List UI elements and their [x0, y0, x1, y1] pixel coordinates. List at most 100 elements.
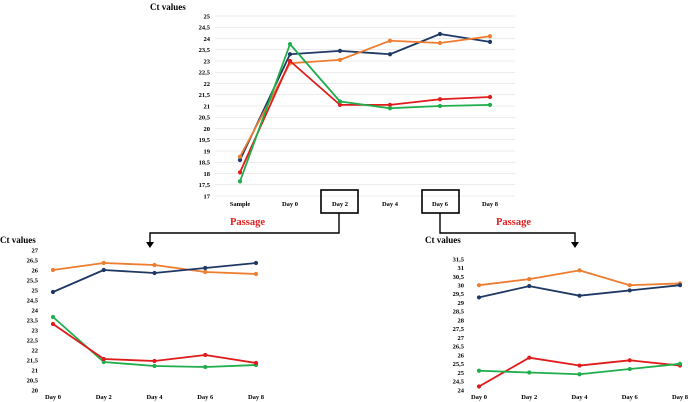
data-point	[527, 355, 532, 360]
data-point	[337, 102, 343, 107]
x-tick-label: Day 8	[482, 201, 499, 208]
y-tick-label: 25	[204, 13, 211, 20]
y-tick-label: 27	[458, 335, 465, 342]
y-tick-label: 20	[204, 126, 211, 133]
y-tick-label: 22	[32, 347, 39, 354]
y-tick-label: 27,5	[453, 326, 465, 333]
y-axis-label: Ct values	[0, 235, 36, 245]
data-point	[627, 358, 632, 363]
chart-bottom-left: Ct values 20 20,5 21 21,5 22 22,5 23 23,5 24 24,5 2…	[0, 235, 265, 401]
series-line	[239, 43, 491, 182]
y-tick-label: 24	[32, 307, 39, 314]
x-tick-label: Day 2	[96, 394, 112, 401]
data-point	[237, 170, 243, 175]
y-tick-label: 24	[458, 387, 465, 394]
data-point	[527, 283, 532, 289]
passage-connectors: Passage Passage	[146, 189, 579, 248]
y-tick-label: 19	[204, 148, 211, 155]
y-tick-label: 20,5	[27, 377, 39, 384]
data-point	[476, 283, 482, 288]
data-point	[577, 363, 582, 368]
data-point	[487, 39, 493, 44]
data-point	[203, 269, 208, 275]
y-tick-label: 31,5	[453, 256, 465, 263]
data-point	[677, 283, 683, 288]
data-point	[476, 384, 482, 389]
passage-arrowhead-right	[571, 242, 579, 248]
y-tick-label: 24,5	[199, 25, 211, 32]
y-tick-label: 17	[204, 193, 211, 200]
x-tick-label: Day 6	[432, 201, 449, 208]
chart-top: Ct values 17 17,5 18 18,5 19 19,5 20 20,5 21 21,5 2…	[150, 2, 515, 208]
y-tick-label: 25,5	[453, 361, 465, 368]
data-point	[437, 31, 443, 37]
data-point	[577, 372, 582, 377]
y-tick-label: 29,5	[453, 291, 465, 298]
y-tick-label: 25,5	[27, 277, 39, 284]
x-tick-label: Day 2	[521, 394, 537, 401]
data-point	[50, 314, 56, 320]
x-tick-label: Day 8	[248, 394, 265, 401]
passage-arrowhead-left	[146, 242, 154, 248]
data-point	[253, 360, 259, 366]
y-tick-label: 27	[32, 247, 39, 254]
y-tick-label: 24,5	[453, 379, 465, 386]
x-tick-label: Sample	[230, 201, 251, 208]
y-tick-label: 23,5	[27, 317, 39, 324]
data-point	[627, 366, 632, 372]
data-point	[527, 276, 532, 282]
y-tick-label: 26	[32, 267, 39, 274]
y-axis-label: Ct values	[150, 2, 186, 12]
data-point	[152, 358, 157, 364]
y-tick-label: 26,5	[27, 257, 39, 264]
data-point	[577, 268, 582, 273]
passage-label-left: Passage	[230, 217, 265, 228]
passage-arrow-left	[149, 213, 340, 243]
series-line	[239, 35, 491, 158]
series-line	[52, 262, 257, 293]
y-tick-label: 25	[32, 287, 39, 294]
x-tick-label: Day 4	[382, 201, 399, 208]
y-tick-label: 17,5	[199, 182, 211, 189]
y-tick-label: 31	[458, 265, 465, 272]
data-point	[50, 321, 56, 327]
data-point	[387, 52, 393, 57]
data-point	[287, 52, 293, 57]
y-tick-label: 21	[204, 103, 211, 110]
data-point	[437, 40, 443, 46]
data-point	[487, 94, 493, 100]
y-tick-label: 21,5	[27, 357, 39, 364]
data-point	[101, 359, 106, 365]
x-tick-label: Day 8	[672, 394, 689, 401]
data-point	[337, 57, 343, 62]
x-tick-label: Day 0	[282, 201, 298, 208]
data-point	[101, 267, 106, 273]
x-tick-label: Day 2	[332, 201, 348, 208]
y-tick-label: 29	[458, 300, 465, 307]
y-tick-label: 23,5	[199, 47, 211, 54]
data-point	[337, 99, 343, 104]
data-point	[101, 260, 106, 266]
data-point	[387, 106, 393, 111]
data-point	[476, 368, 482, 373]
data-point	[237, 154, 243, 159]
x-tick-label: Day 4	[571, 394, 588, 401]
passage-arrow-right	[439, 213, 576, 243]
data-point	[677, 361, 683, 366]
y-tick-label: 21,5	[199, 92, 211, 99]
y-tick-label: 22,5	[199, 70, 211, 77]
y-tick-label: 20	[32, 387, 39, 394]
y-tick-label: 22	[204, 81, 211, 88]
data-point	[577, 293, 582, 298]
data-point	[437, 97, 443, 102]
y-tick-label: 26,5	[453, 344, 465, 351]
data-point	[152, 363, 157, 369]
data-point	[487, 102, 493, 107]
data-point	[287, 58, 293, 64]
y-tick-label: 26	[458, 352, 465, 359]
x-tick-label: Day 6	[622, 394, 639, 401]
data-point	[203, 265, 208, 271]
x-tick-label: Day 6	[197, 394, 214, 401]
data-point	[203, 352, 208, 358]
